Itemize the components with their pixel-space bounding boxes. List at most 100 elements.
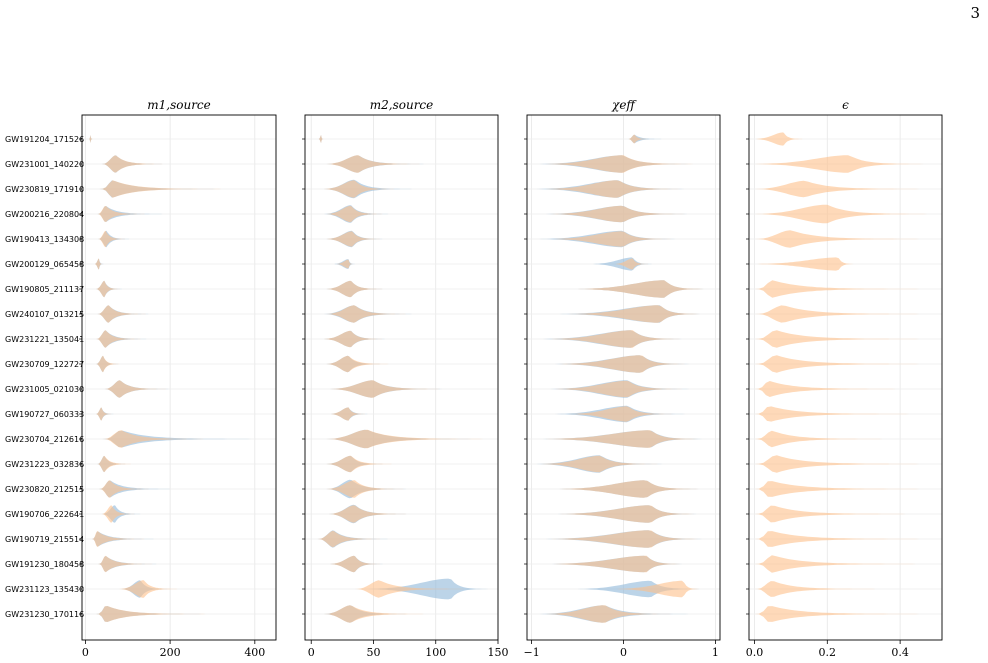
x-tick-label: 0 — [308, 646, 315, 659]
violin-orange-GW230819_171910 — [545, 180, 688, 198]
x-tick-label: 0 — [620, 646, 627, 659]
violin-orange-GW190727_060333 — [568, 406, 679, 422]
violin-orange-GW231230_170116 — [323, 605, 430, 623]
violin-orange-GW230709_122727 — [326, 355, 393, 373]
panel-frame — [304, 114, 499, 641]
violin-orange-GW191204_171526 — [318, 135, 324, 143]
violin-orange-GW230820_212515 — [98, 480, 154, 498]
panel-1: 0 200 400 m1,source — [79, 98, 277, 659]
panel-frame — [81, 114, 277, 641]
event-label: GW231230_170116 — [5, 610, 84, 619]
violin-orange-GW190719_215514 — [754, 531, 933, 547]
panel-3: −1 0 1 χeff — [523, 98, 721, 659]
violin-orange-GW190413_134308 — [326, 231, 384, 247]
event-label: GW190706_222641 — [5, 510, 84, 519]
event-label: GW230704_212616 — [5, 435, 84, 444]
violin-orange-GW190805_211137 — [577, 280, 711, 298]
x-tick-label: 150 — [488, 646, 509, 659]
violin-orange-GW190727_060333 — [329, 407, 368, 421]
violin-orange-GW190805_211137 — [96, 280, 122, 298]
violin-orange-GW190706_222641 — [101, 505, 137, 523]
violin-orange-GW191204_171526 — [754, 132, 806, 146]
violin-orange-GW200129_065458 — [94, 258, 104, 270]
violin-orange-GW240107_013215 — [326, 305, 411, 323]
violin-orange-GW230819_171910 — [754, 180, 933, 198]
x-tick-label: 200 — [160, 646, 181, 659]
x-tick-label: 0.2 — [819, 646, 837, 659]
panel-4: 0.0 0.2 0.4 ϵ — [746, 98, 943, 659]
violin-orange-GW230704_212616 — [754, 430, 893, 448]
panel-title: m2,source — [370, 98, 434, 112]
event-label: GW200216_220804 — [5, 210, 84, 219]
violin-blue-GW191204_171526 — [628, 134, 668, 144]
violin-orange-GW240107_013215 — [97, 305, 149, 323]
violin-orange-GW190413_134308 — [98, 230, 128, 248]
violin-orange-GW231001_140220 — [326, 155, 426, 173]
violin-orange-GW230819_171910 — [323, 180, 399, 198]
violin-orange-GW231001_140220 — [545, 155, 702, 173]
violin-orange-GW200216_220804 — [754, 204, 937, 224]
event-label: GW231005_021030 — [5, 385, 84, 394]
violin-orange-GW200129_065458 — [754, 257, 857, 271]
x-tick-label: 100 — [425, 646, 446, 659]
violin-orange-GW230820_212515 — [754, 481, 933, 497]
event-label: GW231001_140220 — [5, 160, 84, 169]
event-label: GW231223_032836 — [5, 460, 84, 469]
event-label: GW190413_134308 — [5, 235, 84, 244]
violin-orange-GW231001_140220 — [754, 155, 933, 173]
violin-orange-GW231123_135430 — [614, 580, 702, 598]
violin-orange-GW190413_134308 — [550, 231, 679, 247]
event-label: GW230820_212515 — [5, 485, 84, 494]
violin-orange-GW230704_212616 — [102, 430, 213, 448]
violin-orange-GW191230_180458 — [550, 555, 688, 573]
violin-orange-GW200129_065458 — [614, 258, 652, 270]
violin-orange-GW231230_170116 — [545, 605, 679, 623]
panel-title: ϵ — [842, 98, 849, 112]
violin-orange-GW231005_021030 — [104, 380, 171, 398]
event-label: GW191230_180458 — [5, 560, 84, 569]
x-tick-label: 50 — [366, 646, 380, 659]
violin-orange-GW200216_220804 — [97, 206, 149, 222]
event-label: GW230819_171910 — [5, 185, 84, 194]
violin-orange-GW231123_135430 — [119, 580, 181, 598]
violin-orange-GW230704_212616 — [545, 430, 707, 448]
violin-orange-GW190727_060333 — [754, 406, 922, 422]
x-tick-label: 1 — [712, 646, 719, 659]
violin-orange-GW231223_032836 — [326, 455, 396, 473]
violin-orange-GW191230_180458 — [754, 555, 930, 573]
violin-orange-GW231223_032836 — [97, 456, 135, 472]
event-label: GW190805_211137 — [5, 285, 84, 294]
violin-orange-GW231005_021030 — [554, 380, 690, 398]
violin-orange-GW240107_013215 — [568, 305, 707, 323]
event-label: GW191204_171526 — [5, 135, 84, 144]
event-label: GW190719_215514 — [5, 535, 84, 544]
violin-orange-GW190727_060333 — [96, 407, 113, 421]
panel-2: 0 50 100 150 m2,source — [302, 98, 509, 659]
violin-orange-GW190805_211137 — [754, 280, 933, 298]
x-tick-label: 400 — [244, 646, 265, 659]
violin-orange-GW190719_215514 — [91, 530, 149, 548]
violin-orange-GW230819_171910 — [99, 180, 232, 198]
event-label: GW240107_013215 — [5, 310, 84, 319]
violin-orange-GW231230_170116 — [96, 606, 215, 622]
violin-orange-GW231123_135430 — [754, 581, 886, 597]
x-tick-label: −1 — [523, 646, 539, 659]
event-label: GW230709_122727 — [5, 360, 84, 369]
violin-orange-GW230709_122727 — [559, 355, 693, 373]
violin-orange-GW190805_211137 — [326, 280, 386, 298]
violin-orange-GW231221_135041 — [96, 330, 145, 348]
violin-orange-GW230820_212515 — [326, 480, 409, 498]
violin-orange-GW190706_222641 — [328, 505, 411, 523]
violin-orange-GW231123_135430 — [354, 580, 474, 598]
event-label: GW231221_135041 — [5, 335, 84, 344]
event-label: GW200129_065458 — [5, 260, 84, 269]
violin-orange-GW191204_171526 — [89, 135, 93, 143]
panel-title: χeff — [611, 98, 637, 112]
violin-orange-GW240107_013215 — [754, 305, 933, 323]
violin-orange-GW231221_135041 — [754, 330, 933, 348]
violin-orange-GW230709_122727 — [96, 355, 122, 373]
x-tick-label: 0.0 — [746, 646, 764, 659]
violin-orange-GW231221_135041 — [550, 330, 688, 348]
violin-orange-GW230704_212616 — [326, 429, 492, 449]
